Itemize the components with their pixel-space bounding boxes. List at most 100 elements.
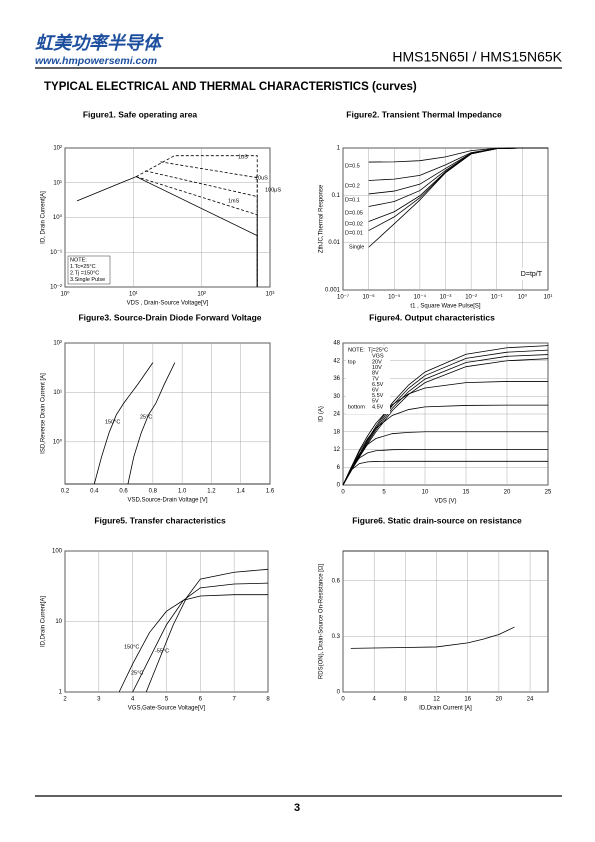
note-text: 1.Tc=25°C — [70, 264, 96, 270]
curve — [93, 362, 154, 485]
figure-caption: Figure2. Transient Thermal Impedance — [346, 109, 502, 119]
x-tick-label: 10⁻⁶ — [362, 294, 375, 301]
curve-label: 1uS — [238, 154, 248, 160]
x-tick-label: 1.6 — [266, 489, 275, 495]
x-tick-label: 5 — [165, 697, 169, 703]
x-tick-label: 10¹ — [129, 292, 138, 298]
curve — [127, 362, 176, 485]
curve-label: D=0.01 — [345, 230, 363, 236]
x-tick-label: 6 — [199, 697, 203, 703]
x-tick-label: 20 — [496, 697, 503, 703]
curve-label: 150°C — [105, 419, 120, 425]
legend-condition: Tj=25°C — [368, 347, 388, 353]
curve — [342, 354, 549, 486]
y-axis-label: ID, Drain Current[A] — [41, 191, 47, 244]
y-tick-label: 10¹ — [53, 390, 62, 396]
curve — [350, 626, 515, 649]
curve-label: 25°C — [131, 670, 143, 676]
y-tick-label: 0.1 — [332, 193, 341, 199]
website: www.hmpowersemi.com — [35, 55, 157, 67]
curve — [76, 176, 258, 287]
x-tick-label: 10⁻⁴ — [414, 294, 427, 301]
curve — [145, 568, 269, 693]
x-tick-label: 1.0 — [178, 489, 187, 495]
curve-label: 100μS — [265, 187, 281, 193]
logo: 虹美功率半导体 — [35, 33, 164, 53]
legend-bottom: bottom — [348, 404, 365, 410]
x-tick-label: 10⁰ — [518, 294, 528, 301]
curve — [342, 404, 548, 486]
curve-label: -55°C — [155, 648, 169, 654]
y-tick-label: 1 — [59, 690, 63, 696]
legend-title: VGS — [372, 353, 384, 359]
curve-label: D=0.05 — [345, 210, 363, 216]
figure-caption: Figure3. Source-Drain Diode Forward Volt… — [78, 312, 261, 322]
y-tick-label: 10 — [55, 619, 62, 625]
curve-label: 10uS — [255, 175, 268, 181]
y-tick-label: 10⁰ — [53, 438, 63, 445]
legend-box — [346, 346, 390, 414]
legend-entry: 10V — [372, 365, 382, 371]
x-tick-label: 1.2 — [207, 489, 216, 495]
y-tick-label: 10² — [53, 341, 62, 347]
y-tick-label: 48 — [333, 341, 340, 347]
y-tick-label: 6 — [337, 465, 341, 471]
x-tick-label: 10 — [422, 490, 429, 496]
x-tick-label: 3 — [97, 697, 101, 703]
y-tick-label: 0 — [337, 483, 341, 489]
plot-area — [342, 550, 549, 693]
y-tick-label: 12 — [333, 447, 340, 453]
note-box — [67, 255, 111, 285]
x-axis-label: VSD,Source-Drain Voltage [V] — [127, 498, 207, 504]
x-tick-label: 0.2 — [61, 489, 70, 495]
y-tick-label: 0.3 — [332, 634, 341, 640]
x-tick-label: 10⁻⁵ — [388, 294, 401, 301]
y-tick-label: 42 — [333, 358, 340, 364]
curve-label: 1mS — [228, 198, 240, 204]
figure-caption: Figure5. Transfer characteristics — [94, 515, 226, 525]
legend-entry: 6V — [372, 387, 379, 393]
x-tick-label: 10⁰ — [60, 291, 70, 298]
x-tick-label: 10¹ — [544, 295, 553, 301]
note-text: NOTE: — [70, 257, 87, 263]
curve-label: D=0.5 — [345, 163, 360, 169]
curve-label: Single — [349, 244, 364, 250]
x-tick-label: 10⁻³ — [440, 295, 452, 301]
y-tick-label: 10⁰ — [53, 214, 63, 221]
curve — [342, 345, 549, 486]
curve — [118, 594, 268, 693]
y-tick-label: 10⁻¹ — [50, 250, 62, 256]
y-axis-label: ID (A) — [319, 406, 325, 422]
y-axis-label: ZthJC,Thermal Response — [319, 184, 325, 253]
curve-label: 150°C — [124, 644, 139, 650]
y-tick-label: 0 — [337, 690, 341, 696]
x-tick-label: 10⁻⁷ — [337, 294, 349, 301]
figure-caption: Figure6. Static drain-source on resistan… — [352, 515, 522, 525]
x-tick-label: 5 — [382, 490, 386, 496]
x-axis-label: VDS , Drain-Source Voltage[V] — [127, 301, 209, 307]
x-tick-label: 15 — [463, 490, 470, 496]
x-tick-label: 16 — [464, 697, 471, 703]
section-title: TYPICAL ELECTRICAL AND THERMAL CHARACTER… — [44, 81, 417, 93]
x-axis-label: VGS,Gate-Source Voltage[V] — [128, 706, 206, 712]
y-tick-label: 30 — [333, 394, 340, 400]
y-tick-label: 24 — [333, 412, 340, 418]
curve-label: D=0.1 — [345, 197, 360, 203]
y-tick-label: 10² — [53, 146, 62, 152]
x-tick-label: 10² — [197, 292, 206, 298]
x-tick-label: 8 — [266, 697, 270, 703]
annotation-box — [516, 268, 544, 280]
x-tick-label: 10⁻² — [465, 295, 477, 301]
curve — [342, 358, 549, 486]
y-tick-label: 1 — [337, 146, 341, 152]
y-tick-label: 0.6 — [332, 578, 341, 584]
x-tick-label: 0.8 — [149, 489, 158, 495]
y-tick-label: 10¹ — [53, 180, 62, 186]
legend-entry: 8V — [372, 371, 379, 377]
x-tick-label: 7 — [232, 697, 236, 703]
y-tick-label: 100 — [52, 549, 63, 555]
curve — [342, 381, 548, 486]
curve — [368, 147, 548, 248]
legend-note: NOTE: — [348, 347, 365, 353]
page-number: 3 — [294, 802, 300, 814]
